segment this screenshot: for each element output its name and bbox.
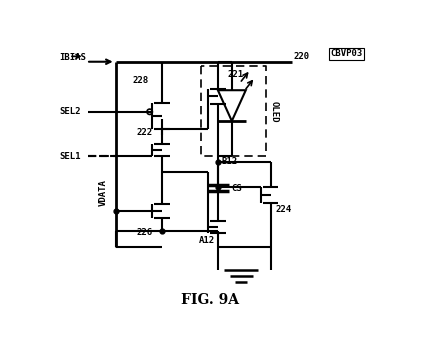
Text: 228: 228	[133, 75, 149, 85]
Text: A12: A12	[198, 236, 215, 245]
Text: 222: 222	[137, 128, 153, 137]
Text: B12: B12	[222, 157, 238, 166]
Text: CS: CS	[232, 184, 243, 193]
Text: SEL2: SEL2	[59, 107, 81, 116]
Text: 221: 221	[227, 70, 243, 79]
Text: VDATA: VDATA	[99, 179, 108, 206]
Text: OLED: OLED	[269, 101, 278, 122]
Text: 220: 220	[294, 52, 310, 62]
Text: CBVP03: CBVP03	[330, 49, 363, 58]
Text: FIG. 9A: FIG. 9A	[181, 293, 239, 307]
Text: IBIAS: IBIAS	[59, 53, 86, 62]
Text: SEL1: SEL1	[59, 152, 81, 161]
Text: 226: 226	[137, 228, 153, 237]
Text: 224: 224	[276, 205, 292, 214]
